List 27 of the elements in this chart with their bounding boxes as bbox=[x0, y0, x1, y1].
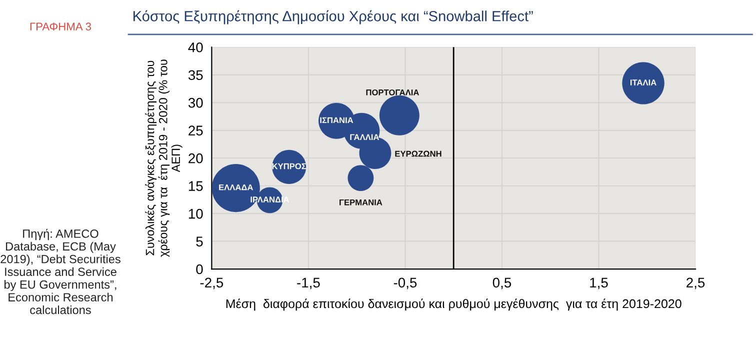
y-tick-label: 25 bbox=[188, 126, 203, 136]
annotation: ΙΤΑΛΙΑ bbox=[630, 80, 656, 86]
x-tick-label: -0,5 bbox=[394, 278, 417, 290]
text: ΓΡΑΦΗΜΑ 3 bbox=[30, 22, 91, 31]
y-tick-label: 5 bbox=[196, 236, 203, 246]
y-axis-title: Συνολικές ανάγκες εξυπηρέτησης του χρέους για τα έτη 2019 - 2020 (% του ΑΕΠ) bbox=[145, 60, 182, 257]
text: Πηγή: AMECO Database, ECB (May 2019), “Debt Securities Issuance and Service by EU Governments”, Economic Research calculations bbox=[0, 228, 120, 314]
annotation: ΙΣΠΑΝΙΑ bbox=[320, 117, 354, 124]
y-tick-label: 0 bbox=[196, 264, 203, 274]
y-tick-label: 15 bbox=[188, 181, 203, 191]
x-tick-label: -2,5 bbox=[200, 278, 224, 290]
x-axis-title: Μέση διαφορά επιτοκίου δανεισμού και ρυθμού μεγέθυνσης για τα έτη 2019-2020 bbox=[226, 298, 682, 311]
x-tick-label: 2,5 bbox=[686, 278, 705, 290]
y-tick-label: 10 bbox=[188, 208, 203, 219]
annotation: ΕΛΛΑΔΑ bbox=[219, 184, 253, 190]
annotation: ΓΕΡΜΑΝΙΑ bbox=[340, 199, 382, 206]
y-tick-label: 40 bbox=[188, 42, 203, 52]
x-tick-label: -1,5 bbox=[297, 278, 320, 290]
annotation: ΕΥΡΩΖΩΝΗ bbox=[395, 150, 442, 157]
annotation: ΓΑΛΛΙΑ bbox=[350, 134, 380, 140]
chart-title: Κόστος Εξυπηρέτησης Δημοσίου Χρέους και “Snowball Effect” bbox=[133, 10, 533, 24]
annotation: ΠΟΡΤΟΓΑΛΙΑ bbox=[366, 89, 419, 96]
y-tick-label: 20 bbox=[188, 153, 203, 164]
x-tick-label: 0,5 bbox=[492, 278, 512, 290]
x-tick-label: 1,5 bbox=[590, 278, 608, 290]
y-tick-label: 30 bbox=[188, 98, 203, 108]
y-tick-label: 35 bbox=[188, 70, 203, 80]
